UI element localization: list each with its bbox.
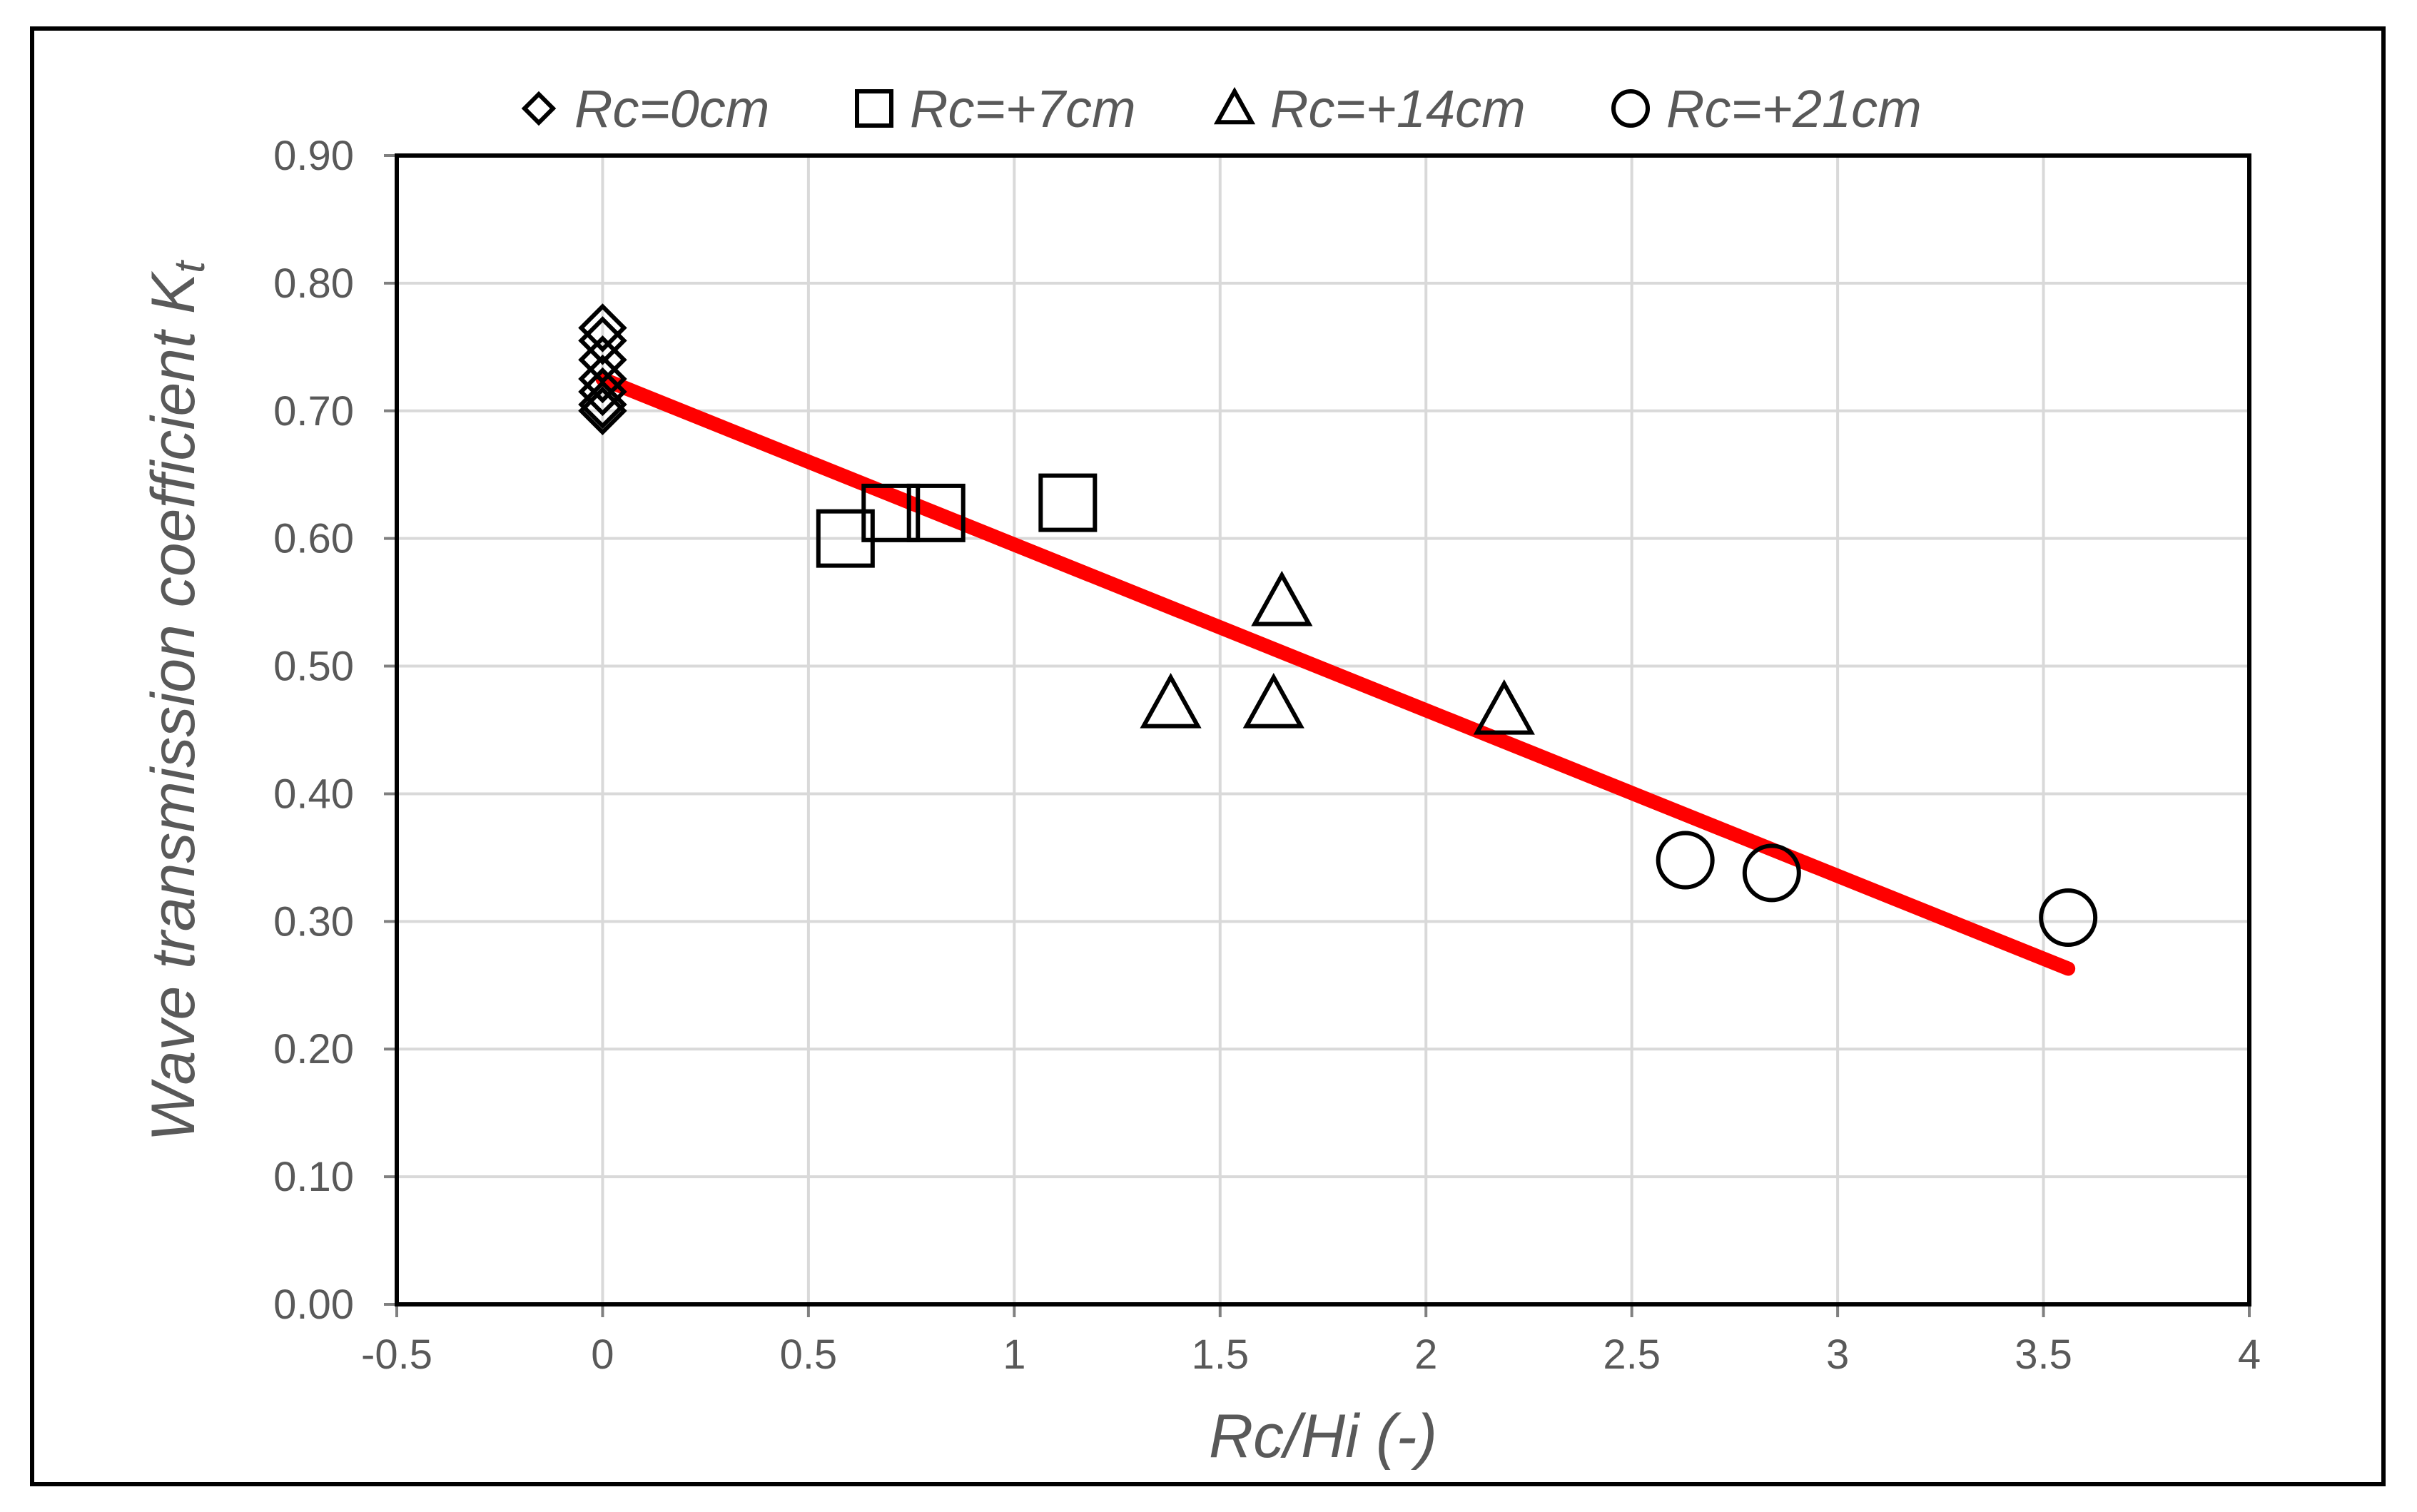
- y-tick-label: 0.10: [273, 1154, 354, 1200]
- data-point-square: [906, 483, 966, 542]
- y-tick-label: 0.30: [273, 898, 354, 945]
- data-point-square: [1038, 473, 1098, 532]
- data-point-diamond: [578, 386, 627, 436]
- legend-marker-triangle: [1213, 86, 1256, 125]
- data-point-circle: [1656, 831, 1715, 890]
- x-tick-label: -0.5: [361, 1331, 432, 1378]
- y-tick-label: 0.70: [273, 388, 354, 435]
- data-point-triangle: [1473, 679, 1535, 735]
- x-tick-label: 0: [591, 1331, 614, 1378]
- y-axis-title-main: Wave transmission coefficient K: [139, 270, 208, 1142]
- data-point-diamond: [578, 380, 627, 430]
- legend-label: Rc=0cm: [574, 79, 769, 138]
- legend-marker-diamond: [521, 91, 557, 126]
- data-point-diamond: [578, 316, 627, 365]
- data-point-diamond: [578, 367, 627, 417]
- data-point-triangle: [1242, 673, 1304, 729]
- x-tick-label: 3: [1826, 1331, 1849, 1378]
- legend-label: Rc=+14cm: [1270, 79, 1526, 138]
- legend: Rc=0cm Rc=+7cm Rc=+14cm Rc=+21cm: [521, 79, 1922, 138]
- legend-marker-circle: [1611, 89, 1650, 128]
- tick-labels: -0.5 0 0.5 1 1.5 2 2.5 3 3.5 4 0.00 0.10 0.20 0.30 0.4…: [273, 133, 2261, 1378]
- x-tick-label: 2: [1414, 1331, 1437, 1378]
- trendline-layer: [595, 372, 2076, 976]
- y-tick-label: 0.50: [273, 644, 354, 690]
- x-axis-title: Rc/Hi (-): [1209, 1402, 1437, 1471]
- data-point-circle: [1742, 843, 1801, 903]
- x-tick-label: 4: [2238, 1331, 2261, 1378]
- y-tick-label: 0.60: [273, 516, 354, 562]
- data-point-triangle: [1140, 673, 1202, 729]
- x-tick-label: 3.5: [2015, 1331, 2072, 1378]
- trendline: [595, 372, 2076, 976]
- y-tick-label: 0.40: [273, 771, 354, 817]
- data-point-square: [861, 483, 921, 542]
- y-tick-label: 0.90: [273, 133, 354, 179]
- x-tick-label: 1.5: [1191, 1331, 1249, 1378]
- outer-border: [30, 26, 2386, 1486]
- legend-marker-square: [855, 89, 893, 128]
- x-tick-label: 1: [1003, 1331, 1025, 1378]
- x-tick-label: 0.5: [780, 1331, 838, 1378]
- plot-area-frame: [395, 153, 2251, 1306]
- data-point-diamond: [578, 303, 627, 352]
- data-point-triangle: [1251, 570, 1313, 626]
- legend-label: Rc=+7cm: [910, 79, 1136, 138]
- data-point-diamond: [578, 354, 627, 404]
- x-tick-label: 2.5: [1603, 1331, 1661, 1378]
- legend-label: Rc=+21cm: [1666, 79, 1922, 138]
- y-tick-label: 0.80: [273, 260, 354, 307]
- y-axis-title: Wave transmission coefficient Kt: [139, 260, 213, 1142]
- markers-layer: [578, 303, 2098, 947]
- data-point-circle: [2039, 888, 2098, 947]
- y-tick-label: 0.00: [273, 1282, 354, 1328]
- y-axis-title-subscript: t: [166, 260, 213, 273]
- y-tick-label: 0.20: [273, 1026, 354, 1072]
